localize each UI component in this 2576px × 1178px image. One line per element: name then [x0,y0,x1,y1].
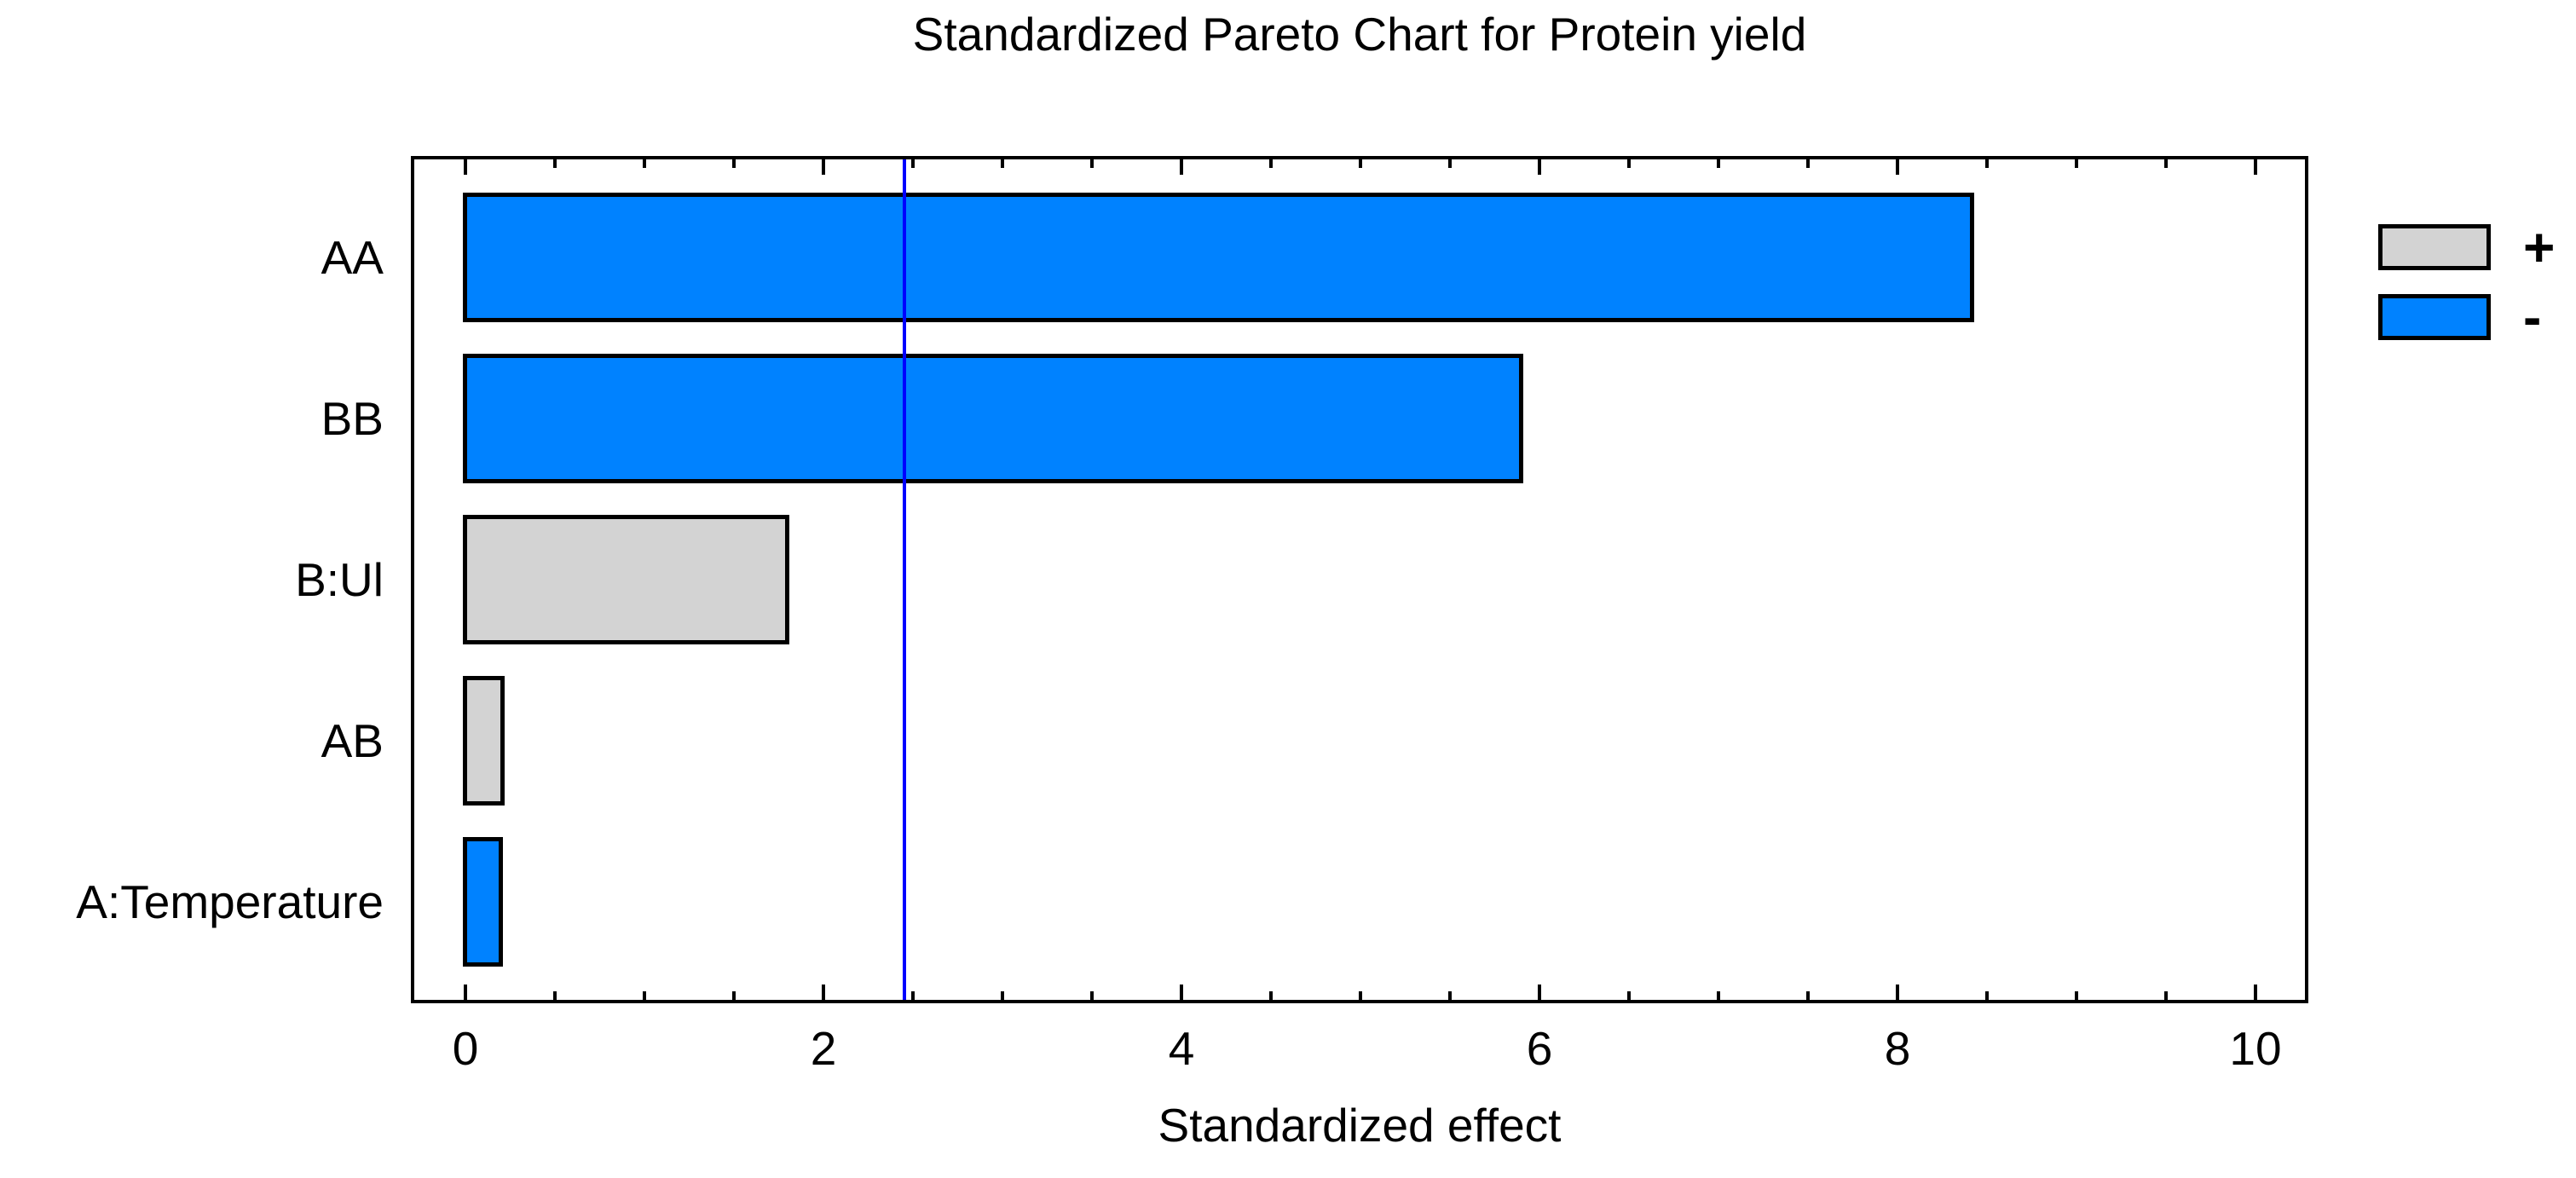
x-axis-label: Standardized effect [1158,1099,1562,1152]
minor-tick-top [2075,159,2078,168]
minor-tick-top [1359,159,1362,168]
minor-tick-bottom [1001,991,1004,1000]
minor-tick-bottom [2164,991,2168,1000]
major-tick-top [464,159,467,175]
minor-tick-bottom [643,991,646,1000]
y-label-AB: AB [321,714,384,767]
major-tick-top [1896,159,1899,175]
x-tick-label-10: 10 [2229,1022,2282,1075]
plot-area [411,156,2308,1003]
minor-tick-top [2164,159,2168,168]
minor-tick-bottom [1269,991,1273,1000]
major-tick-bottom [1180,985,1183,1000]
x-tick-label-0: 0 [452,1022,479,1075]
minor-tick-bottom [2075,991,2078,1000]
bar-AA [463,193,1975,322]
minor-tick-top [1090,159,1094,168]
reference-line [902,159,906,1000]
minor-tick-top [1001,159,1004,168]
minor-tick-bottom [1359,991,1362,1000]
bar-BB [463,354,1523,483]
legend-swatch-positive [2378,224,2491,270]
x-tick-label-4: 4 [1168,1022,1195,1075]
major-tick-bottom [464,985,467,1000]
minor-tick-top [732,159,736,168]
major-tick-top [822,159,825,175]
x-tick-label-6: 6 [1526,1022,1553,1075]
legend-swatch-negative [2378,294,2491,340]
major-tick-top [1538,159,1541,175]
legend-label-positive: + [2523,217,2556,278]
major-tick-bottom [822,985,825,1000]
minor-tick-top [1806,159,1810,168]
x-tick-label-8: 8 [1884,1022,1911,1075]
minor-tick-bottom [1090,991,1094,1000]
minor-tick-bottom [553,991,557,1000]
minor-tick-top [1269,159,1273,168]
major-tick-bottom [2254,985,2257,1000]
minor-tick-bottom [1448,991,1452,1000]
minor-tick-top [911,159,915,168]
minor-tick-bottom [732,991,736,1000]
minor-tick-top [1627,159,1631,168]
bar-B:Ul [463,515,789,644]
bar-AB [463,676,505,806]
y-label-BB: BB [321,392,384,445]
minor-tick-bottom [1627,991,1631,1000]
minor-tick-bottom [1717,991,1720,1000]
minor-tick-top [1985,159,1989,168]
minor-tick-bottom [1985,991,1989,1000]
y-label-B:Ul: B:Ul [295,553,384,606]
y-label-A:Temperature: A:Temperature [76,875,384,928]
minor-tick-bottom [1806,991,1810,1000]
legend-item-negative: - [2378,286,2555,348]
legend-label-negative: - [2523,286,2542,348]
major-tick-top [2254,159,2257,175]
legend: + - [2378,217,2556,364]
bar-A:Temperature [463,837,503,967]
major-tick-top [1180,159,1183,175]
legend-item-positive: + [2378,217,2556,278]
minor-tick-top [1448,159,1452,168]
major-tick-bottom [1538,985,1541,1000]
chart-title: Standardized Pareto Chart for Protein yi… [912,8,1807,61]
y-label-AA: AA [321,231,384,284]
minor-tick-bottom [911,991,915,1000]
major-tick-bottom [1896,985,1899,1000]
x-tick-label-2: 2 [810,1022,837,1075]
minor-tick-top [643,159,646,168]
minor-tick-top [1717,159,1720,168]
minor-tick-top [553,159,557,168]
